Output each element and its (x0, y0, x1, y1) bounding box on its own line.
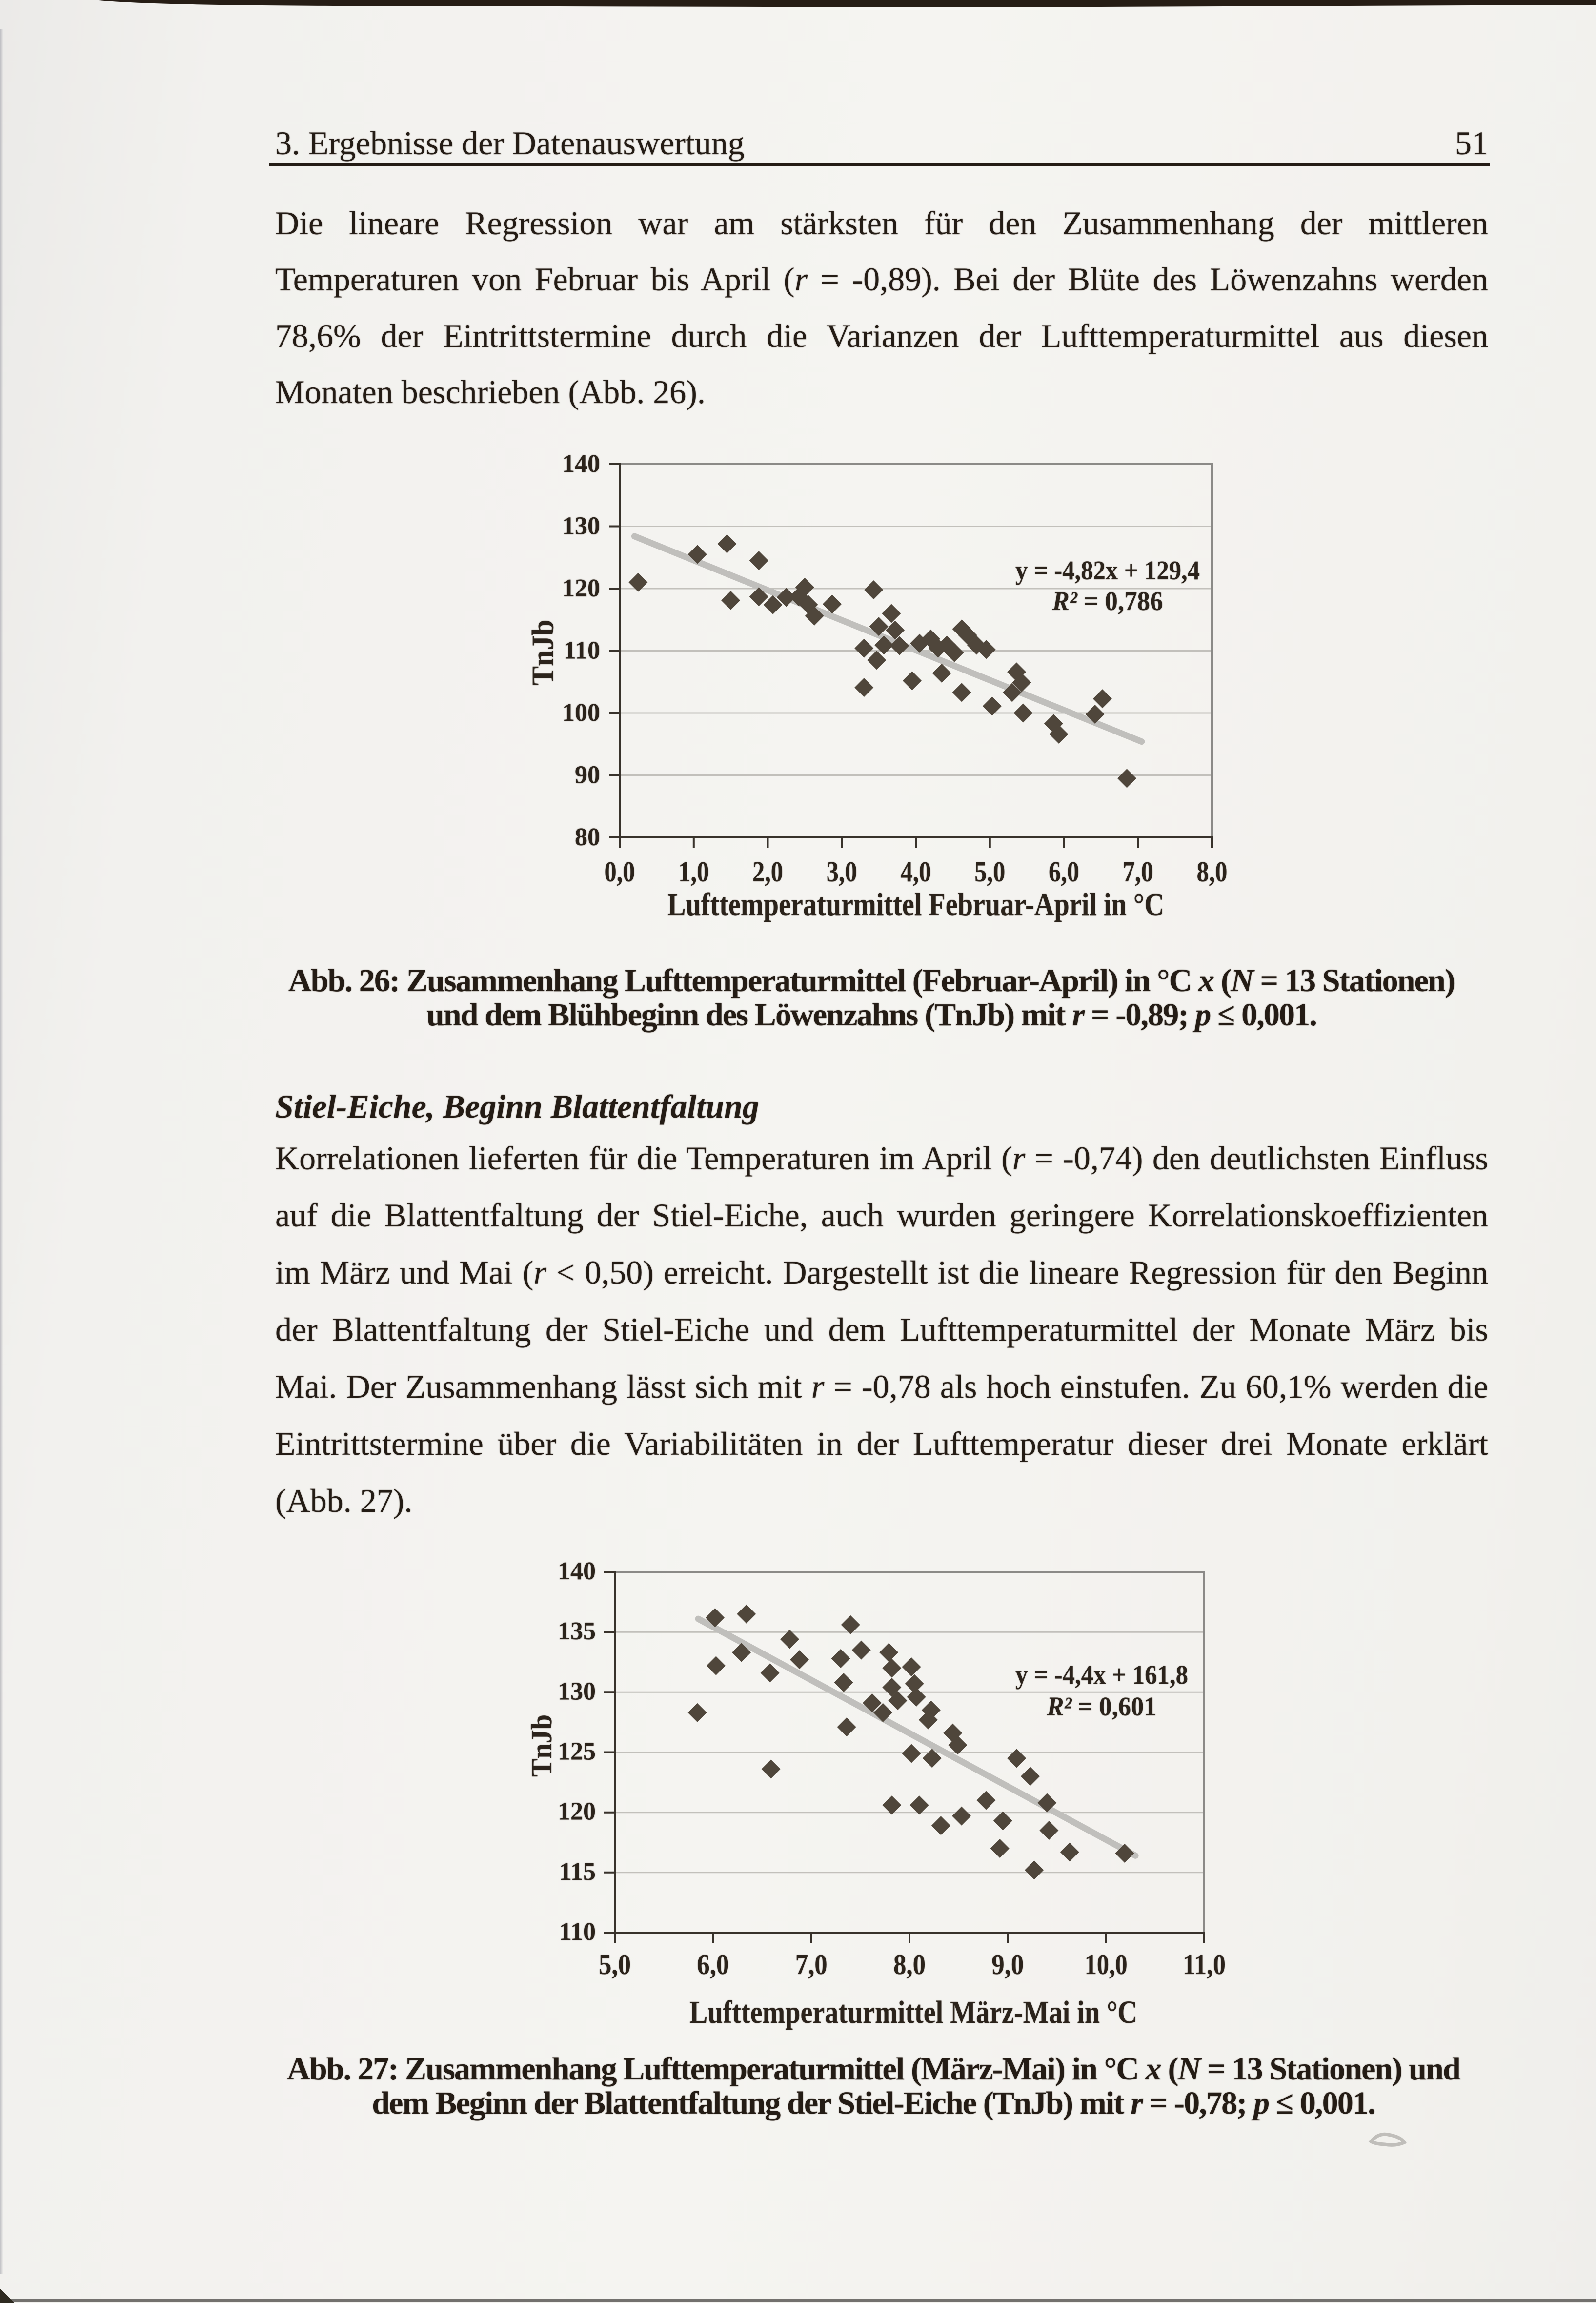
svg-text:120: 120 (558, 1798, 596, 1826)
svg-text:4,0: 4,0 (901, 856, 931, 888)
svg-text:140: 140 (562, 450, 600, 478)
svg-text:TnJb: TnJb (525, 1714, 558, 1777)
svg-text:6,0: 6,0 (697, 1948, 729, 1980)
svg-text:R² = 0,786: R² = 0,786 (1052, 586, 1163, 616)
svg-text:10,0: 10,0 (1085, 1948, 1128, 1980)
svg-text:0,0: 0,0 (605, 856, 635, 888)
svg-text:Lufttemperaturmittel Februar-A: Lufttemperaturmittel Februar-April in °C (667, 887, 1164, 922)
svg-text:130: 130 (562, 512, 600, 540)
svg-text:7,0: 7,0 (795, 1948, 828, 1980)
svg-text:11,0: 11,0 (1183, 1948, 1226, 1980)
svg-text:130: 130 (558, 1677, 596, 1705)
svg-text:135: 135 (558, 1617, 596, 1645)
svg-text:90: 90 (575, 761, 600, 789)
svg-text:110: 110 (559, 1918, 596, 1946)
svg-text:TnJb: TnJb (525, 620, 560, 686)
svg-text:6,0: 6,0 (1049, 856, 1079, 888)
svg-text:8,0: 8,0 (1197, 856, 1228, 888)
svg-text:115: 115 (559, 1858, 596, 1886)
svg-text:3,0: 3,0 (827, 856, 857, 888)
svg-text:R² = 0,601: R² = 0,601 (1047, 1692, 1157, 1721)
svg-text:110: 110 (564, 637, 600, 665)
svg-text:y = -4,4x + 161,8: y = -4,4x + 161,8 (1015, 1660, 1188, 1690)
svg-text:5,0: 5,0 (974, 856, 1005, 888)
svg-text:100: 100 (562, 699, 600, 727)
svg-text:Lufttemperaturmittel März-Mai: Lufttemperaturmittel März-Mai in °C (689, 1995, 1137, 2030)
svg-text:5,0: 5,0 (599, 1948, 631, 1980)
svg-text:2,0: 2,0 (752, 856, 783, 888)
svg-text:140: 140 (558, 1557, 596, 1585)
svg-text:80: 80 (575, 823, 600, 851)
svg-text:1,0: 1,0 (678, 856, 709, 888)
svg-text:9,0: 9,0 (991, 1948, 1024, 1980)
svg-text:8,0: 8,0 (893, 1948, 926, 1980)
svg-text:y = -4,82x + 129,4: y = -4,82x + 129,4 (1015, 555, 1200, 585)
svg-text:120: 120 (562, 574, 600, 602)
svg-text:7,0: 7,0 (1123, 856, 1153, 888)
svg-text:125: 125 (558, 1738, 596, 1766)
